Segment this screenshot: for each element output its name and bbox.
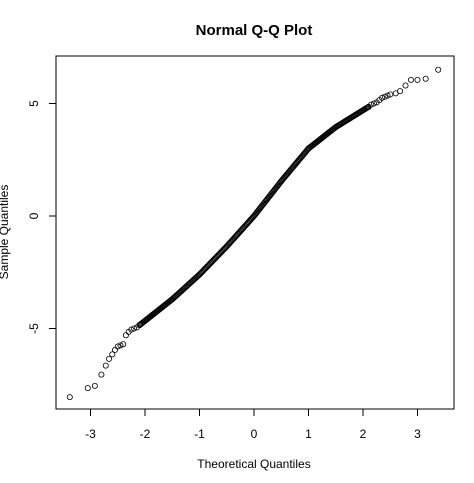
data-point [368,101,375,108]
data-point [422,75,429,82]
data-point [397,88,404,95]
data-point [435,66,442,73]
data-point [128,326,135,333]
data-point [117,342,124,349]
data-point [370,100,377,107]
y-tick-label: 5 [27,100,41,107]
data-point [91,382,98,389]
data-point [109,351,116,358]
data-point [106,355,113,362]
data-point [136,322,143,329]
chart-title: Normal Q-Q Plot [196,22,313,39]
data-point [102,362,109,369]
data-point [402,82,409,89]
data-point [66,394,73,401]
data-point [384,92,391,99]
data-point [379,94,386,101]
x-tick-label: 2 [360,427,367,441]
x-tick-label: -2 [140,427,151,441]
data-point [84,385,91,392]
y-tick-label: 0 [27,212,41,219]
x-tick-label: -1 [194,427,205,441]
y-ticks: -5 0 5 [27,100,56,334]
data-point [387,91,394,98]
data-point [114,343,121,350]
x-tick-label: 3 [414,427,421,441]
x-tick-label: 0 [251,427,258,441]
y-axis-label: Sample Quantiles [0,185,11,280]
data-point [122,332,129,339]
y-tick-label: -5 [27,323,41,334]
data-point [414,76,421,83]
data-point [381,93,388,100]
data-point [363,104,370,111]
data-point [98,371,105,378]
plot-frame [55,55,455,410]
x-ticks: -3 -2 -1 0 1 2 3 [85,409,421,441]
data-point [112,346,119,353]
data-points [66,66,442,401]
data-point [131,325,138,332]
x-tick-label: 1 [305,427,312,441]
x-tick-label: -3 [85,427,96,441]
data-point [120,341,127,348]
data-point [407,76,414,83]
x-axis-label: Theoretical Quantiles [197,457,310,471]
